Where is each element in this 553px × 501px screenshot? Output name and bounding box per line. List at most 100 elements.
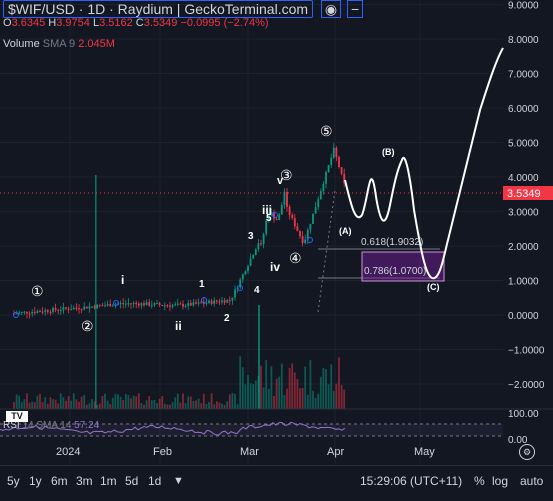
minus-icon[interactable]: − <box>347 0 364 18</box>
candle-body <box>88 306 91 309</box>
volume-bars <box>13 175 346 409</box>
candle-body <box>262 234 265 245</box>
price-tick: 0.0000 <box>508 311 539 322</box>
clock-time[interactable]: 15:29:06 (UTC+11) <box>360 474 463 488</box>
volume-bar <box>241 367 244 409</box>
candle-body <box>293 217 296 227</box>
volume-bar <box>88 403 91 409</box>
volume-bar <box>280 363 283 409</box>
volume-bar <box>179 402 182 409</box>
current-price-badge <box>503 186 553 200</box>
candle-body <box>163 305 166 307</box>
candle-body <box>244 271 247 275</box>
volume-bar <box>31 401 34 409</box>
price-tick: 7.0000 <box>508 70 539 81</box>
candle-body <box>119 303 122 305</box>
candle-body <box>80 309 83 311</box>
price-tick: 4.0000 <box>508 173 539 184</box>
volume-bar <box>299 388 301 409</box>
candle-body <box>325 172 327 184</box>
candle-body <box>270 212 273 216</box>
candle-body <box>195 302 197 304</box>
volume-bar <box>135 396 138 409</box>
volume-bar <box>145 400 148 409</box>
volume-bar <box>275 378 278 409</box>
volume-bar <box>161 396 164 409</box>
rsi-tick-0: 0.00 <box>508 435 528 446</box>
volume-bar <box>28 402 31 409</box>
candle-body <box>210 300 213 304</box>
volume-bar <box>231 393 234 409</box>
candle-body <box>340 167 343 174</box>
percent-toggle[interactable]: % <box>474 474 485 488</box>
range-3m-button[interactable]: 3m <box>76 474 93 488</box>
volume-bar <box>184 403 187 409</box>
chart-settings-icon[interactable]: ⚙ <box>519 444 535 460</box>
range-5d-button[interactable]: 5d <box>125 474 139 488</box>
volume-bar <box>101 395 104 409</box>
candle-body <box>46 310 49 312</box>
candle-body <box>150 305 153 307</box>
candle-body <box>62 307 65 311</box>
candle-body <box>239 279 242 288</box>
candle-body <box>343 173 346 184</box>
candles <box>13 143 346 319</box>
wave-label-n4: 4 <box>254 285 260 296</box>
volume-bar <box>114 394 117 409</box>
candle-body <box>96 304 99 309</box>
range-1y-button[interactable]: 1y <box>29 474 42 488</box>
volume-bar <box>117 394 119 409</box>
volume-bar <box>41 402 44 409</box>
eye-icon[interactable]: ◉ <box>320 0 342 18</box>
candle-body <box>78 308 80 310</box>
candle-body <box>280 204 283 215</box>
ohlc-close: 3.5349 <box>143 17 178 29</box>
volume-bar <box>124 394 127 409</box>
volume-bar <box>236 404 239 409</box>
volume-bar <box>119 396 122 409</box>
candle-body <box>57 309 60 311</box>
symbol-title[interactable]: $WIF/USD · 1D · Raydium | GeckoTerminal.… <box>3 0 314 18</box>
candle-body <box>322 183 325 192</box>
volume-bar <box>306 394 309 409</box>
candle-body <box>23 311 26 313</box>
range-calendar-icon[interactable]: ▼ <box>173 475 184 487</box>
volume-bar <box>293 372 296 409</box>
candle-body <box>169 305 171 307</box>
rsi-band <box>0 424 503 436</box>
candle-body <box>197 302 200 304</box>
candle-body <box>189 302 192 306</box>
range-1d-button[interactable]: 1d <box>148 474 162 488</box>
volume-bar <box>210 393 213 409</box>
range-5y-button[interactable]: 5y <box>7 474 20 488</box>
candle-body <box>299 230 301 237</box>
range-6m-button[interactable]: 6m <box>51 474 68 488</box>
candle-body <box>218 301 221 303</box>
auto-toggle[interactable]: auto <box>520 474 544 488</box>
volume-bar <box>109 404 112 409</box>
candle-body <box>286 191 288 207</box>
projection-path <box>344 47 504 280</box>
candle-body <box>332 147 335 158</box>
candle-body <box>301 236 304 244</box>
log-toggle[interactable]: log <box>492 474 509 488</box>
volume-bar <box>130 398 132 409</box>
volume-bar <box>140 402 143 409</box>
wave-label-n1: 1 <box>199 279 205 290</box>
time-label-may: May <box>414 446 435 458</box>
bottom-toolbar: 5y 1y 6m 3m 1m 5d 1d ▼ 15:29:06 (UTC+11)… <box>0 465 553 501</box>
candle-body <box>20 311 23 313</box>
volume-bar <box>270 366 273 409</box>
volume-bar <box>54 399 57 409</box>
price-tick: 9.0000 <box>508 1 539 12</box>
wave-label-A: (A) <box>339 226 352 236</box>
volume-bar <box>83 395 86 409</box>
range-1m-button[interactable]: 1m <box>100 474 117 488</box>
price-axis-ticks: 9.0000 8.0000 7.0000 6.0000 5.0000 4.0000 3.00… <box>508 1 545 447</box>
volume-bar <box>150 400 153 409</box>
candle-body <box>296 226 299 231</box>
ma-marker <box>201 297 207 303</box>
wave-label-n3: 3 <box>248 231 254 242</box>
wave-label-iv: iv <box>270 260 281 274</box>
